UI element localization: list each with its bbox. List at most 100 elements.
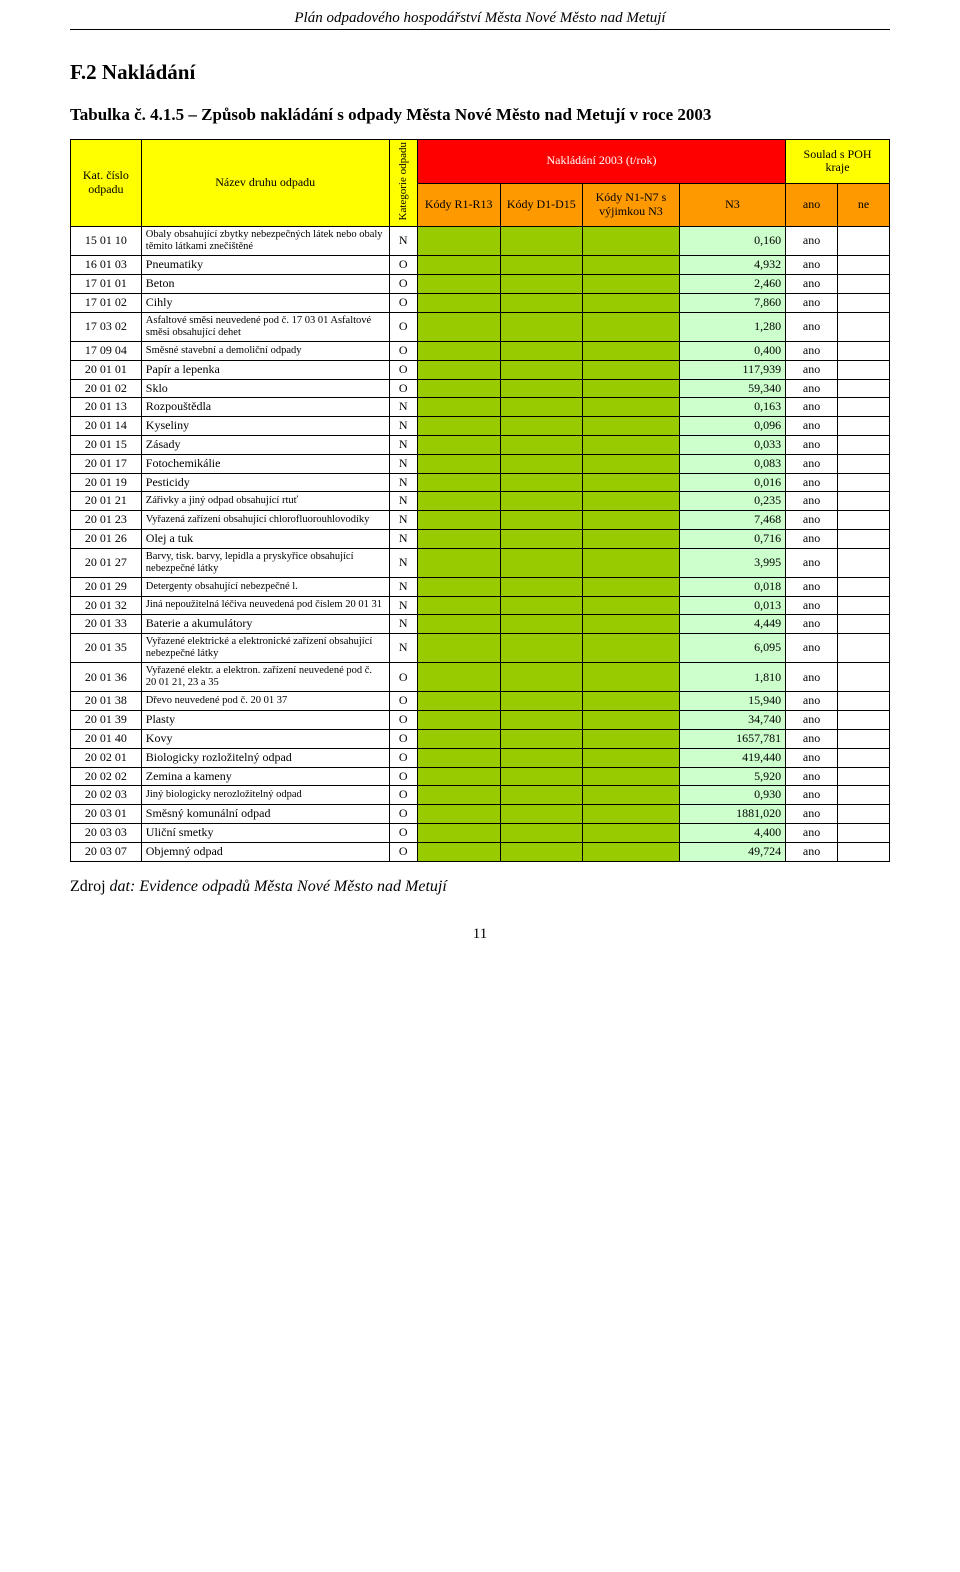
cell-n3: 1881,020 [679, 805, 785, 824]
cell-kody-r [417, 767, 500, 786]
cell-kody-n [583, 824, 680, 843]
cell-code: 20 01 33 [71, 615, 142, 634]
cell-name: Vyřazená zařízení obsahující chlorofluor… [141, 511, 389, 530]
cell-kody-r [417, 360, 500, 379]
cell-ano: ano [786, 730, 838, 749]
cell-code: 20 01 17 [71, 454, 142, 473]
cell-category: O [389, 275, 417, 294]
cell-category: O [389, 842, 417, 861]
table-row: 17 01 01BetonO2,460ano [71, 275, 890, 294]
cell-ano: ano [786, 294, 838, 313]
cell-kody-n [583, 730, 680, 749]
cell-category: N [389, 473, 417, 492]
cell-code: 20 02 01 [71, 748, 142, 767]
cell-ano: ano [786, 435, 838, 454]
cell-category: N [389, 615, 417, 634]
table-caption: Tabulka č. 4.1.5 – Způsob nakládání s od… [70, 105, 890, 125]
cell-code: 20 03 07 [71, 842, 142, 861]
cell-n3: 0,400 [679, 341, 785, 360]
cell-kody-n [583, 360, 680, 379]
table-row: 20 01 21Zářivky a jiný odpad obsahující … [71, 492, 890, 511]
table-row: 20 03 01Směsný komunální odpadO1881,020a… [71, 805, 890, 824]
cell-ne [838, 596, 890, 615]
cell-code: 20 01 32 [71, 596, 142, 615]
cell-kody-d [500, 692, 583, 711]
cell-ne [838, 341, 890, 360]
table-row: 17 09 04Směsné stavební a demoliční odpa… [71, 341, 890, 360]
cell-kody-n [583, 692, 680, 711]
cell-kody-d [500, 615, 583, 634]
cell-category: O [389, 748, 417, 767]
cell-category: O [389, 786, 417, 805]
cell-category: O [389, 379, 417, 398]
cell-ano: ano [786, 341, 838, 360]
cell-kody-r [417, 663, 500, 692]
table-row: 20 01 29Detergenty obsahující nebezpečné… [71, 577, 890, 596]
waste-table: Kat. číslo odpadu Název druhu odpadu Kat… [70, 139, 890, 862]
cell-category: N [389, 435, 417, 454]
cell-n3: 4,932 [679, 256, 785, 275]
cell-ano: ano [786, 824, 838, 843]
cell-ano: ano [786, 417, 838, 436]
cell-kody-d [500, 473, 583, 492]
hdr-n3: N3 [679, 183, 785, 227]
cell-kody-n [583, 454, 680, 473]
cell-name: Zářivky a jiný odpad obsahující rtuť [141, 492, 389, 511]
table-row: 20 01 26Olej a tukN0,716ano [71, 529, 890, 548]
cell-category: O [389, 730, 417, 749]
cell-code: 15 01 10 [71, 227, 142, 256]
cell-name: Objemný odpad [141, 842, 389, 861]
cell-name: Kyseliny [141, 417, 389, 436]
table-row: 20 02 02Zemina a kamenyO5,920ano [71, 767, 890, 786]
cell-kody-r [417, 341, 500, 360]
cell-kody-r [417, 435, 500, 454]
cell-code: 20 01 35 [71, 634, 142, 663]
cell-kody-n [583, 529, 680, 548]
table-row: 15 01 10Obaly obsahující zbytky nebezpeč… [71, 227, 890, 256]
cell-code: 20 01 21 [71, 492, 142, 511]
cell-kody-d [500, 312, 583, 341]
source-line: Zdroj dat: Evidence odpadů Města Nové Mě… [70, 878, 890, 896]
cell-ne [838, 711, 890, 730]
cell-name: Beton [141, 275, 389, 294]
cell-n3: 2,460 [679, 275, 785, 294]
cell-kody-d [500, 786, 583, 805]
hdr-ano: ano [786, 183, 838, 227]
cell-ne [838, 379, 890, 398]
cell-category: O [389, 294, 417, 313]
cell-kody-d [500, 634, 583, 663]
cell-kody-n [583, 294, 680, 313]
cell-n3: 5,920 [679, 767, 785, 786]
cell-kody-d [500, 398, 583, 417]
cell-name: Zásady [141, 435, 389, 454]
cell-ne [838, 529, 890, 548]
cell-n3: 0,016 [679, 473, 785, 492]
table-row: 20 01 27Barvy, tisk. barvy, lepidla a pr… [71, 548, 890, 577]
cell-name: Vyřazené elektr. a elektron. zařízení ne… [141, 663, 389, 692]
cell-n3: 34,740 [679, 711, 785, 730]
cell-kody-d [500, 529, 583, 548]
cell-kody-n [583, 398, 680, 417]
cell-n3: 419,440 [679, 748, 785, 767]
cell-kody-r [417, 417, 500, 436]
cell-ne [838, 227, 890, 256]
cell-kody-r [417, 692, 500, 711]
cell-code: 20 01 39 [71, 711, 142, 730]
hdr-soulad: Soulad s POH kraje [786, 140, 890, 184]
cell-kody-d [500, 548, 583, 577]
cell-kody-d [500, 748, 583, 767]
table-row: 20 03 07Objemný odpadO49,724ano [71, 842, 890, 861]
cell-ne [838, 767, 890, 786]
cell-code: 20 01 01 [71, 360, 142, 379]
cell-kody-d [500, 227, 583, 256]
cell-n3: 0,018 [679, 577, 785, 596]
cell-ne [838, 577, 890, 596]
cell-kody-r [417, 842, 500, 861]
cell-name: Kovy [141, 730, 389, 749]
cell-category: O [389, 256, 417, 275]
cell-kody-r [417, 454, 500, 473]
cell-kody-n [583, 634, 680, 663]
cell-kody-d [500, 275, 583, 294]
cell-kody-n [583, 341, 680, 360]
table-row: 20 01 32Jiná nepoužitelná léčiva neuvede… [71, 596, 890, 615]
